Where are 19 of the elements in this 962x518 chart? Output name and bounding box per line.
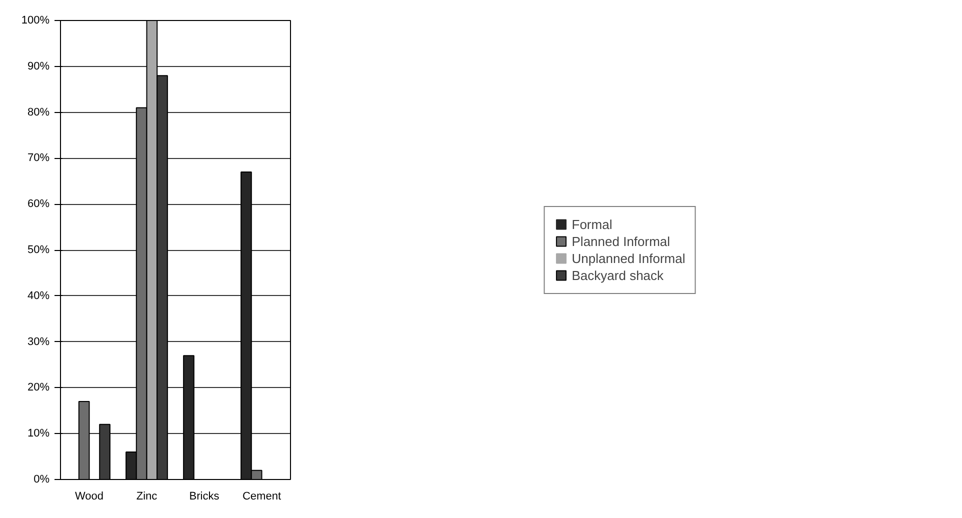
y-tick-label: 80%	[27, 106, 50, 118]
y-tick-label: 0%	[34, 474, 50, 486]
y-tick-label: 70%	[27, 152, 50, 164]
y-tick-label: 90%	[27, 60, 50, 72]
y-tick-label: 10%	[27, 428, 50, 440]
legend-label: Formal	[572, 216, 614, 232]
legend-label: Unplanned Informal	[572, 250, 686, 266]
y-tick-label: 60%	[27, 198, 50, 210]
x-tick-label: Bricks	[189, 490, 220, 502]
x-tick-label: Cement	[242, 490, 282, 502]
x-tick-label: Wood	[74, 490, 104, 502]
y-tick-label: 100%	[21, 14, 50, 26]
y-tick-label: 40%	[27, 290, 50, 302]
x-tick-label: Zinc	[136, 490, 158, 502]
legend-label: Planned Informal	[572, 234, 672, 248]
y-tick-label: 30%	[27, 336, 50, 348]
y-tick-label: 50%	[27, 244, 50, 256]
legend-label: Backyard shack	[572, 268, 665, 282]
y-tick-label: 20%	[27, 382, 50, 394]
